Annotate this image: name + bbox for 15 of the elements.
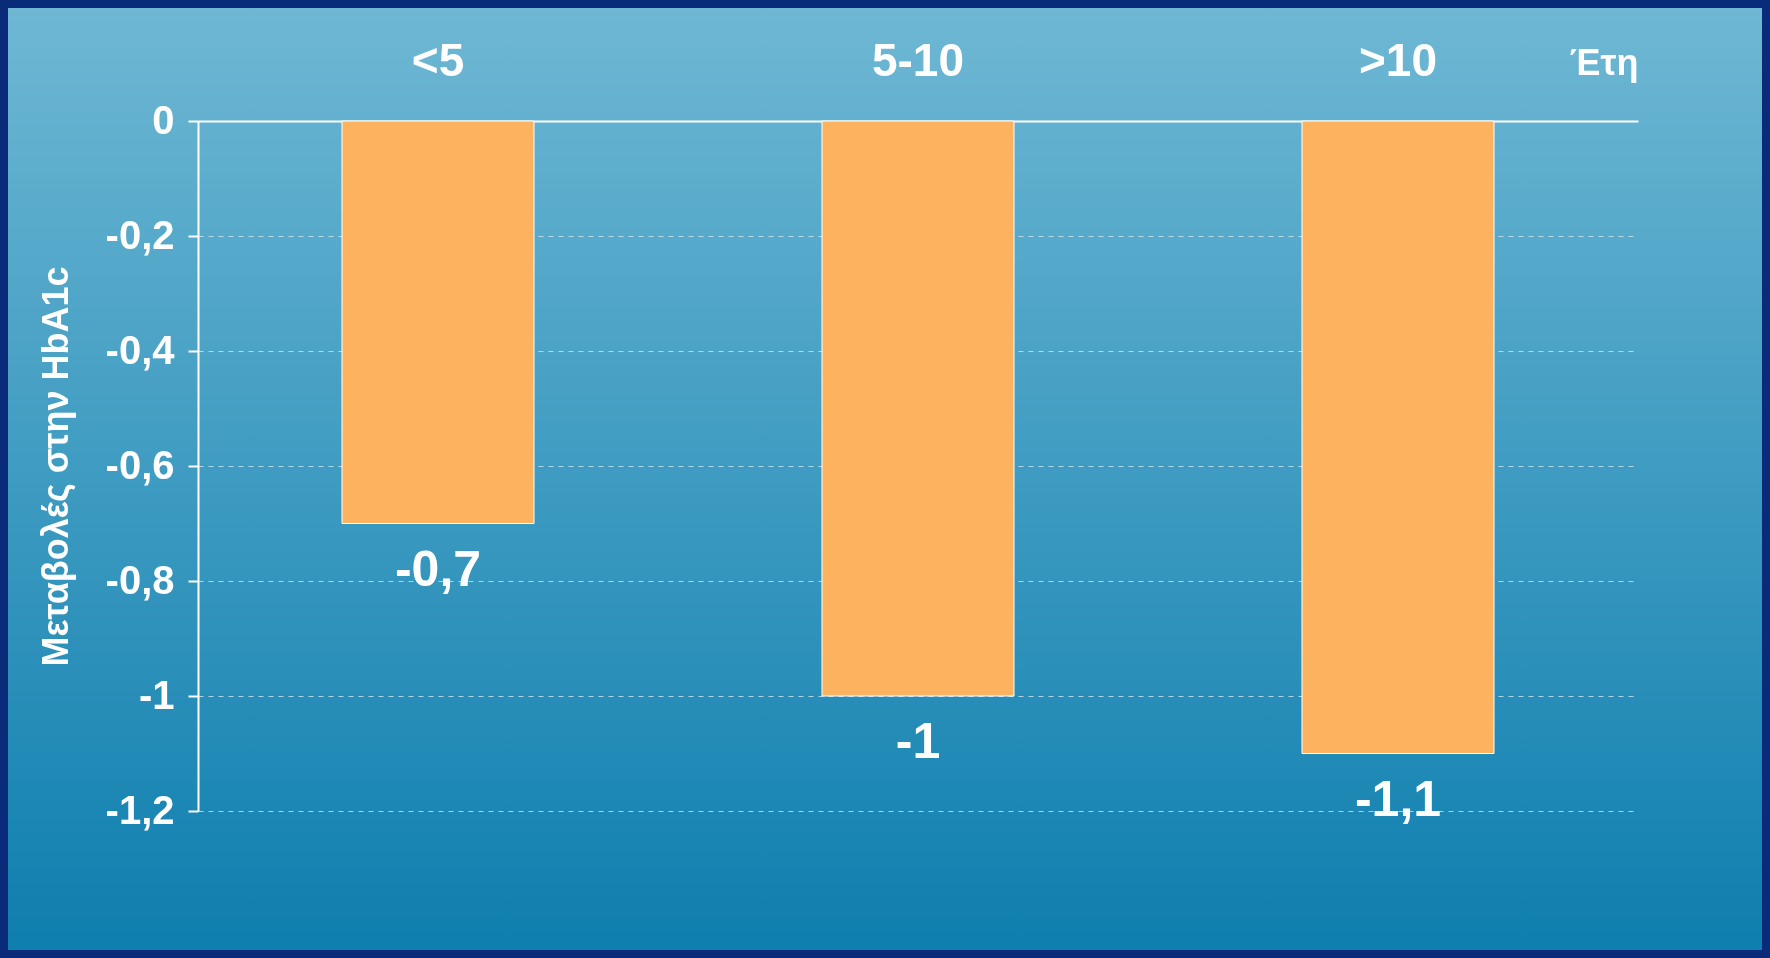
x-tick-label: >10 <box>1358 33 1438 86</box>
y-tick-label: -0,6 <box>105 442 175 487</box>
y-tick-label: -1,2 <box>105 787 175 832</box>
y-axis-title: Μεταβολές στην HbA1c <box>34 266 76 667</box>
y-tick-label: 0 <box>152 97 175 142</box>
data-label: -1,1 <box>1354 770 1442 827</box>
y-tick-label: -0,8 <box>105 557 175 602</box>
data-label: -1 <box>895 713 941 769</box>
x-axis-title: Έτη <box>1569 41 1639 83</box>
y-tick-label: -0,2 <box>105 212 175 257</box>
x-tick-label: <5 <box>411 33 465 86</box>
y-tick-label: -0,4 <box>105 327 176 372</box>
x-tick-label: 5-10 <box>871 33 965 86</box>
data-label: -0,7 <box>394 540 482 597</box>
y-tick-label: -1 <box>138 672 175 717</box>
